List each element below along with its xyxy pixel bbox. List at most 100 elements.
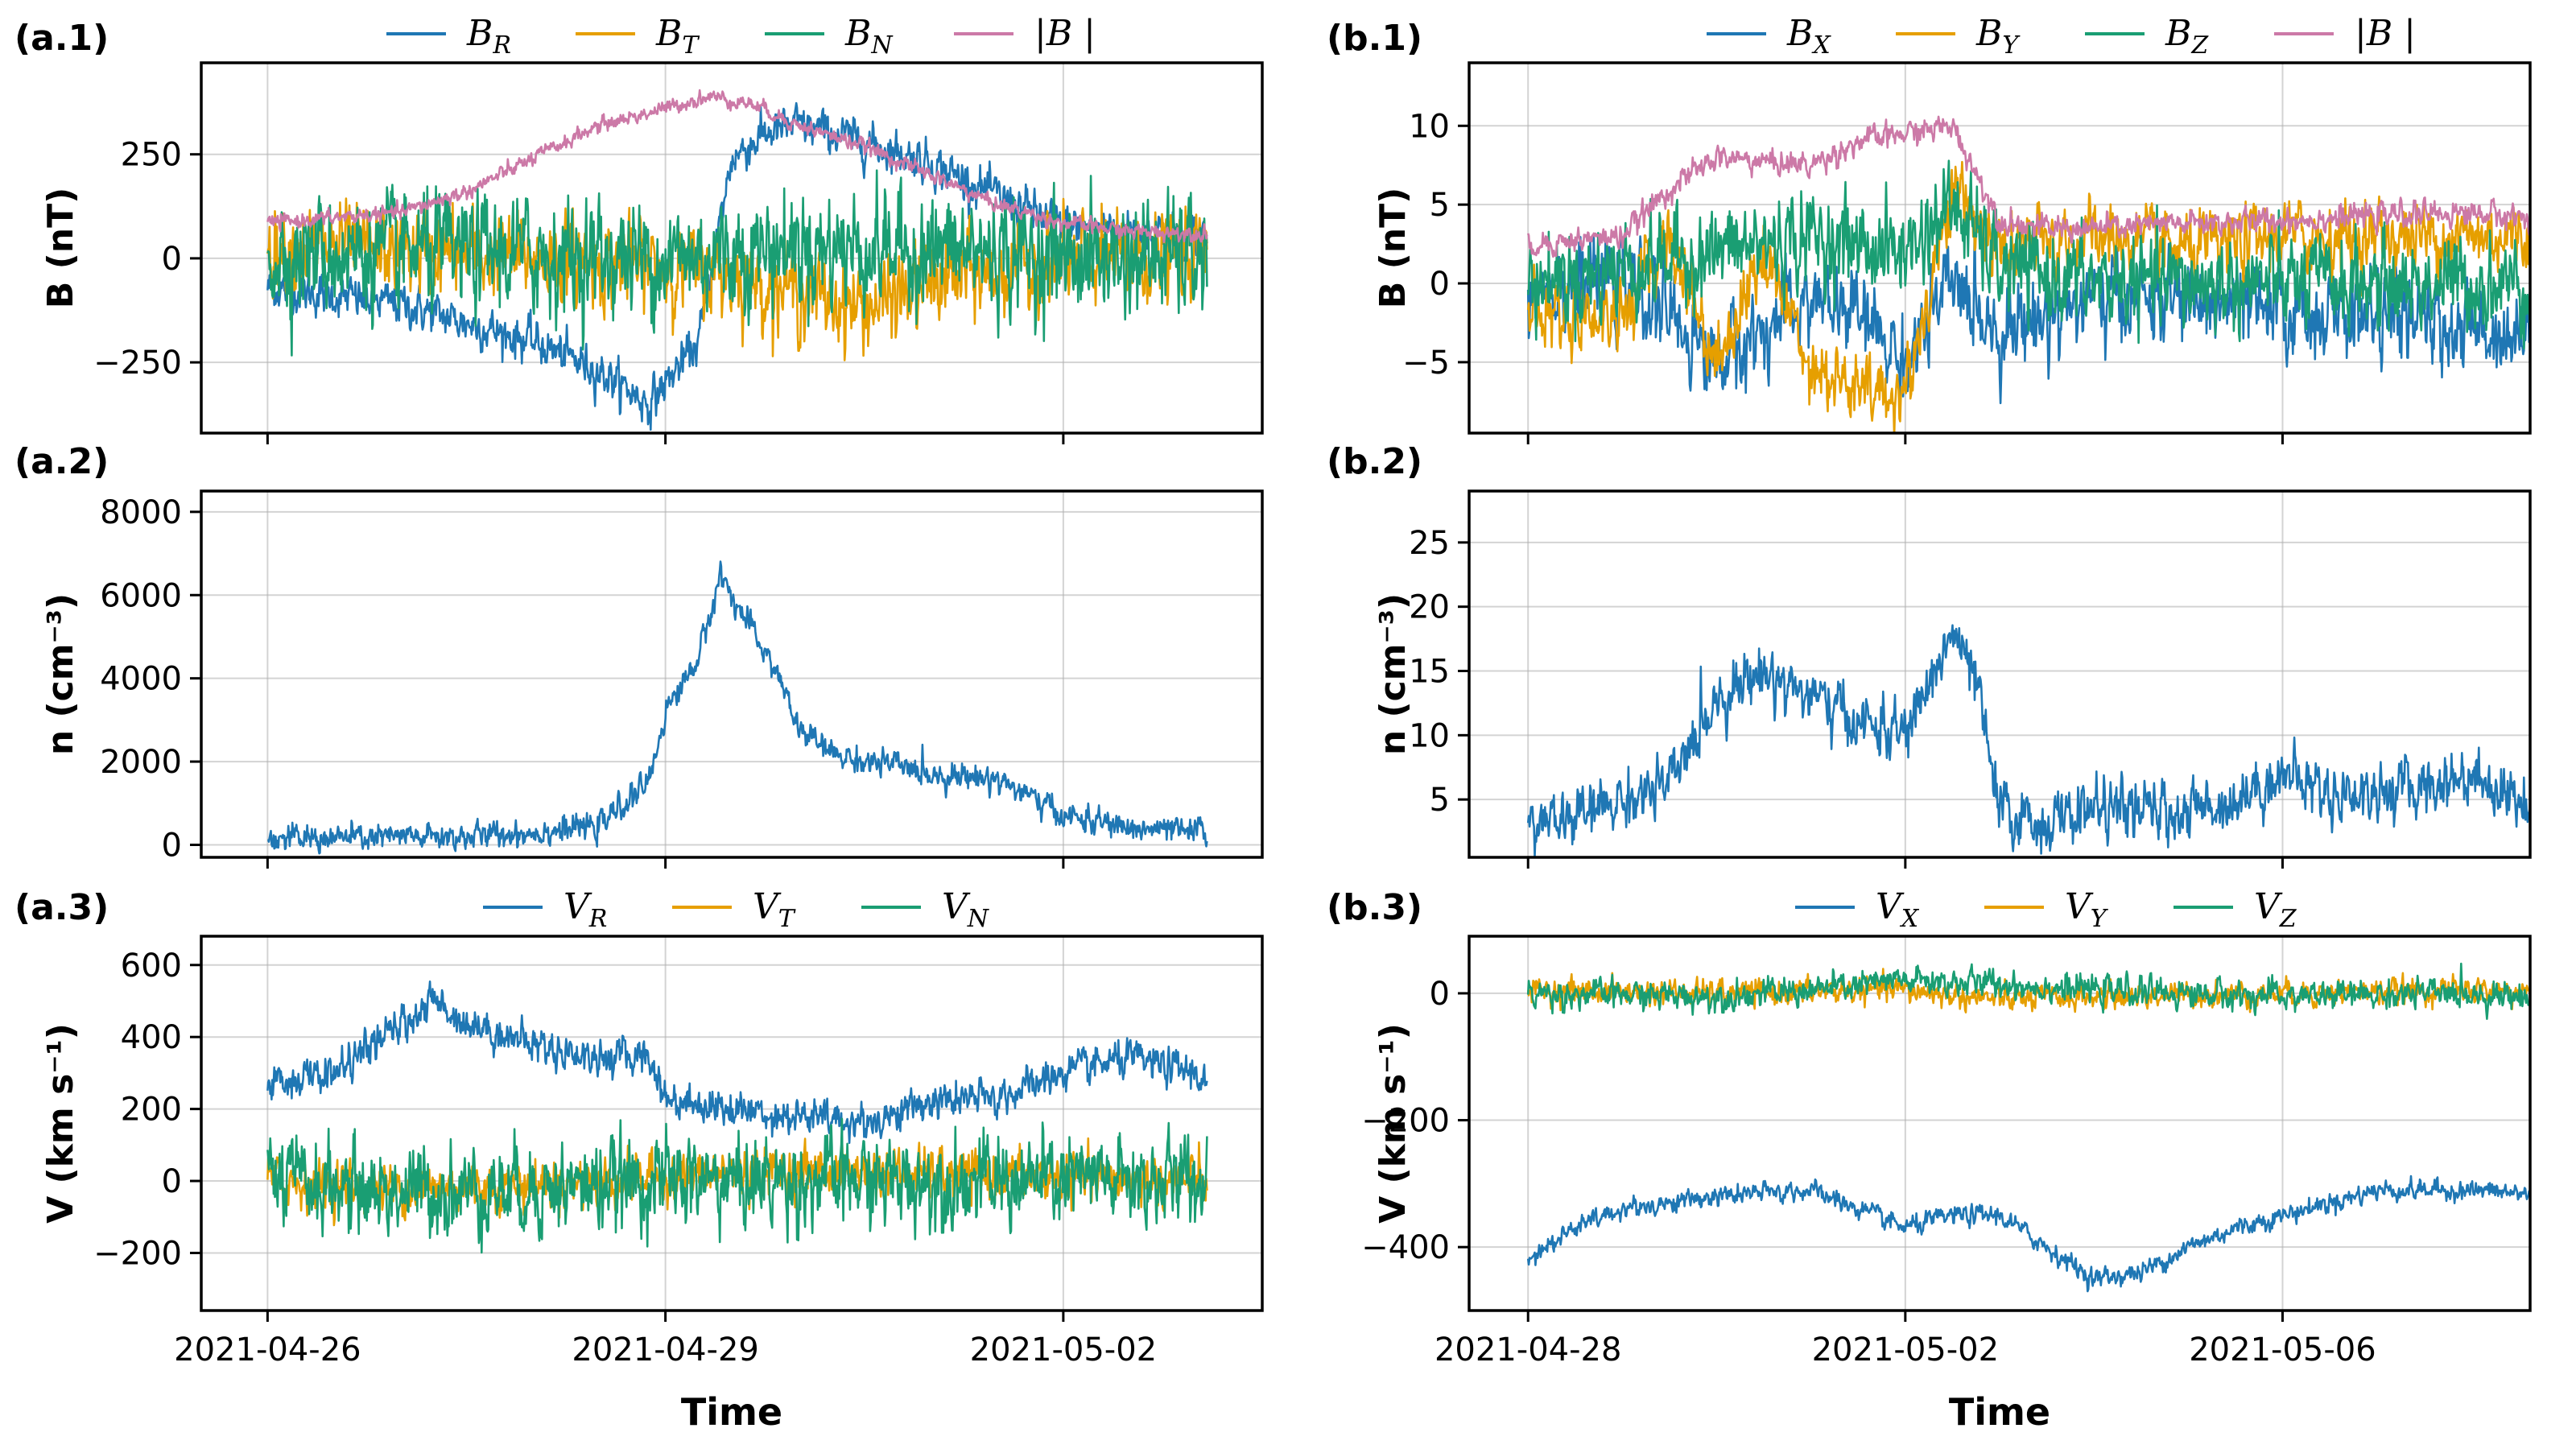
legend-label: BZ (2165, 13, 2209, 60)
y-tick-label: 5 (1430, 782, 1450, 819)
y-axis-label: B (nT) (1373, 188, 1414, 308)
legend: BR BT BN |B | (386, 13, 1096, 60)
legend-item: |B | (2274, 13, 2416, 54)
legend-item: BY (1896, 13, 2021, 60)
chart-b1: (b.1) −5 0 5 10 B (nT) BX BY BZ |B | (1327, 13, 2532, 444)
x-tick-label: 2021-04-28 (1435, 1331, 1621, 1368)
series-group (266, 560, 1208, 855)
panel-label: (b.3) (1327, 887, 1422, 928)
y-axis-label: n (cm⁻³) (1373, 593, 1414, 755)
y-axis-label: V (km s⁻¹) (40, 1023, 81, 1224)
y-tick-label: 0 (1430, 976, 1450, 1013)
legend-label: BT (655, 13, 700, 60)
legend-item: BR (386, 13, 511, 60)
y-tick-label: 0 (162, 1163, 182, 1200)
chart-a3: (a.3) −200 0 200 400 600 2021-04-26 2021-04-29 2… (14, 886, 1264, 1434)
x-axis-label: Time (1949, 1390, 2050, 1434)
legend-item: VY (1984, 886, 2109, 933)
legend-label: BX (1786, 13, 1831, 60)
panel-label: (b.2) (1327, 441, 1422, 482)
series-bz-line (1526, 159, 2530, 350)
plot-frame (1468, 61, 2532, 435)
legend-item: BN (765, 13, 894, 60)
y-tick-label: −5 (1402, 345, 1450, 382)
plot-frame (200, 61, 1264, 435)
y-axis-label: n (cm⁻³) (40, 593, 81, 755)
y-axis-label: B (nT) (40, 188, 81, 308)
x-tick-label: 2021-05-02 (970, 1331, 1157, 1368)
y-tick-label: 0 (162, 241, 182, 278)
series-group (266, 980, 1208, 1254)
plot-frame (200, 935, 1264, 1312)
chart-b2: (b.2) 5 10 15 20 25 n (cm⁻³) (1327, 441, 2532, 869)
legend-label: BN (844, 13, 894, 60)
y-tick-label: 15 (1409, 654, 1450, 691)
y-tick-label: 400 (121, 1019, 182, 1056)
y-tick-label: 600 (121, 947, 182, 985)
series-b-line (266, 89, 1208, 243)
legend-item: VT (672, 886, 796, 933)
y-tick-label: 0 (162, 827, 182, 864)
series-group (1526, 115, 2530, 433)
legend-label: VT (753, 886, 796, 933)
y-tick-label: 4000 (100, 661, 182, 698)
legend-item: |B | (954, 13, 1096, 54)
y-tick-label: 0 (1430, 266, 1450, 303)
legend-item: BZ (2085, 13, 2209, 60)
panel-label: (a.1) (14, 18, 109, 59)
legend-item: VR (483, 886, 607, 933)
plot-frame (200, 489, 1264, 859)
series-group (1526, 624, 2530, 857)
legend-item: VZ (2174, 886, 2297, 933)
y-axis-label: V (km s⁻¹) (1373, 1023, 1414, 1224)
y-tick-label: 5 (1430, 187, 1450, 224)
x-tick-label: 2021-05-06 (2189, 1331, 2376, 1368)
y-tick-label: 6000 (100, 577, 182, 614)
plot-frame (1468, 935, 2532, 1312)
legend-label: VR (564, 886, 607, 933)
series-n-line (266, 560, 1208, 855)
legend-label: BY (1975, 13, 2021, 60)
panel-label: (a.2) (14, 441, 109, 482)
legend-item: BT (576, 13, 700, 60)
y-tick-label: −250 (93, 345, 182, 382)
legend-item: VX (1795, 886, 1920, 933)
legend-label: |B | (1034, 13, 1096, 54)
series-group (1526, 962, 2530, 1293)
x-tick-label: 2021-04-26 (174, 1331, 361, 1368)
y-tick-label: −200 (1361, 1103, 1450, 1140)
legend: BX BY BZ |B | (1707, 13, 2416, 60)
legend-label: VZ (2254, 886, 2297, 933)
y-tick-label: 200 (121, 1092, 182, 1129)
legend: VR VT VN (483, 886, 990, 933)
legend-item: BX (1707, 13, 1831, 60)
x-axis-label: Time (681, 1390, 782, 1434)
y-tick-label: 2000 (100, 744, 182, 781)
legend-label: |B | (2355, 13, 2416, 54)
legend-label: VX (1876, 886, 1920, 933)
y-tick-label: 25 (1409, 525, 1450, 562)
chart-b3: (b.3) −400 −200 0 2021-04-28 2021-05-02 2021-0… (1327, 886, 2532, 1434)
series-b-line (1526, 115, 2530, 258)
series-group (266, 89, 1208, 431)
x-tick-label: 2021-04-29 (572, 1331, 758, 1368)
legend: VX VY VZ (1795, 886, 2297, 933)
y-tick-label: 250 (121, 137, 182, 174)
series-br-line (266, 101, 1208, 431)
panel-label: (a.3) (14, 887, 109, 928)
plot-frame (1468, 489, 2532, 859)
legend-label: VN (942, 886, 990, 933)
panel-label: (b.1) (1327, 18, 1422, 59)
legend-label: VY (2065, 886, 2109, 933)
y-tick-label: −400 (1361, 1229, 1450, 1266)
series-vx-line (1526, 1174, 2530, 1293)
series-vr-line (266, 980, 1208, 1145)
legend-label: BR (466, 13, 511, 60)
y-tick-label: 8000 (100, 494, 182, 531)
chart-a1: (a.1) −250 0 250 B (nT) BR BT BN |B | (14, 13, 1264, 444)
series-vz-line (1526, 962, 2530, 1020)
y-tick-label: 10 (1409, 717, 1450, 754)
y-tick-label: −200 (93, 1235, 182, 1272)
series-n-line (1526, 624, 2530, 857)
